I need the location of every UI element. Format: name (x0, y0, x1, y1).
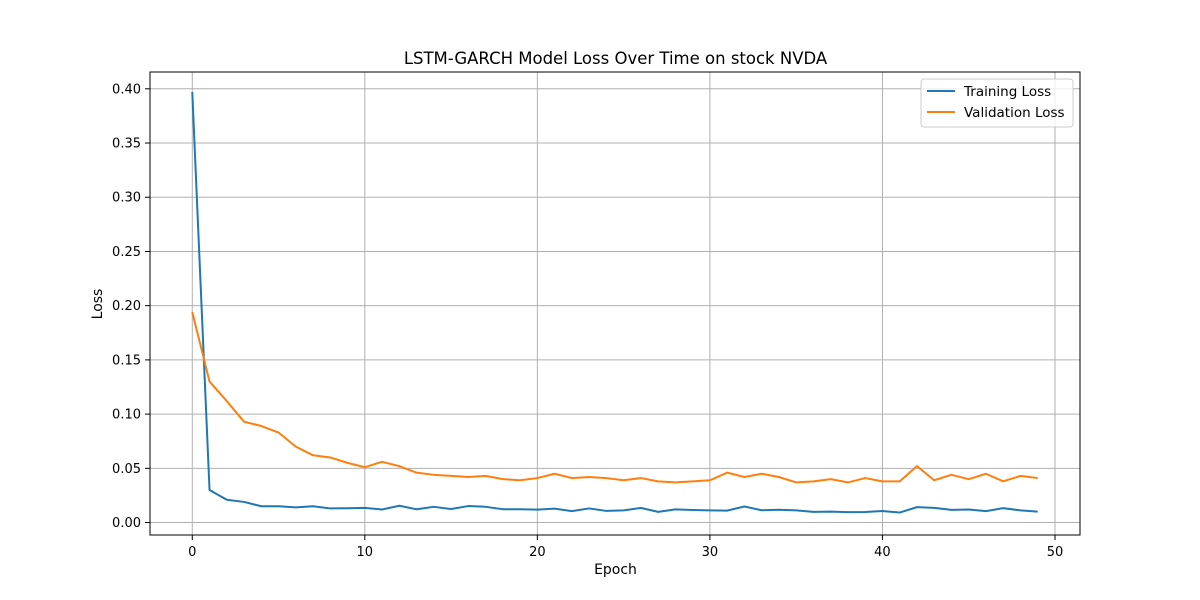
series-group (191, 92, 1038, 514)
y-tick-label: 0.20 (112, 299, 141, 314)
series-line-1 (191, 311, 1038, 484)
y-axis-label: Loss (90, 289, 106, 320)
y-tick-label: 0.35 (112, 137, 141, 152)
y-tick-label: 0.00 (112, 516, 141, 531)
y-tick-label: 0.30 (112, 191, 141, 206)
y-tick-label: 0.15 (112, 353, 141, 368)
series-line-0 (191, 92, 1038, 514)
grid (150, 72, 1080, 535)
y-tick-label: 0.40 (112, 82, 141, 97)
x-tick-label: 10 (357, 545, 374, 560)
x-tick-label: 50 (1047, 545, 1064, 560)
x-tick-label: 30 (702, 545, 719, 560)
chart-title: LSTM-GARCH Model Loss Over Time on stock… (404, 49, 828, 68)
plot-frame (149, 71, 1081, 536)
x-tick-label: 20 (529, 545, 546, 560)
y-tick-label: 0.10 (112, 408, 141, 423)
y-tick-label: 0.25 (112, 245, 141, 260)
legend-label: Training Loss (963, 84, 1051, 100)
legend: Training Loss Validation Loss (920, 78, 1074, 128)
legend-box (920, 78, 1074, 128)
y-tick-label: 0.05 (112, 462, 141, 477)
legend-label: Validation Loss (964, 105, 1065, 121)
ticks: 0 10 20 30 40 50 0.00 0.05 0.10 0.15 0.20 0.25 0.30 0… (112, 82, 1063, 560)
x-tick-label: 0 (188, 545, 196, 560)
x-tick-label: 40 (874, 545, 891, 560)
x-axis-label: Epoch (594, 562, 637, 578)
